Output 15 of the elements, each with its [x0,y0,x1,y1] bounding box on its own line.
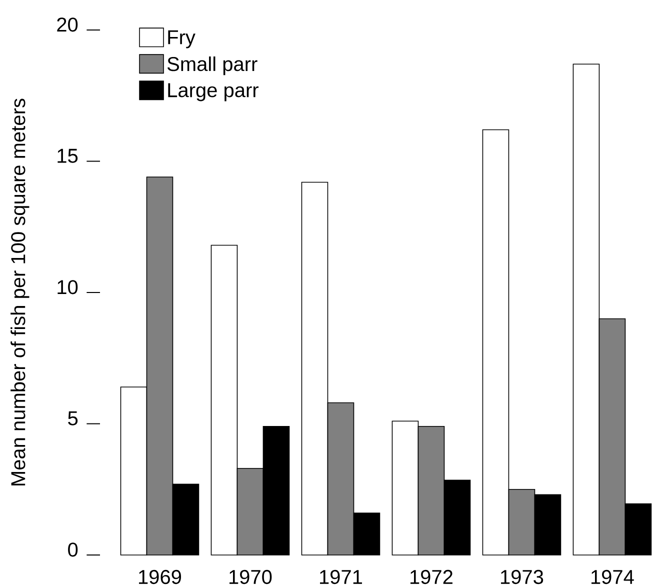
x-tick-label: 1974 [592,570,634,584]
x-tick-label: 1971 [320,570,362,584]
y-tick-label: 15 [58,148,78,163]
legend-label: Small parr [167,56,258,76]
y-tick-label: 20 [57,18,78,32]
x-tick-label: 1969 [139,570,182,584]
y-axis-title: Mean number of fish per 100 square meters [10,98,30,486]
x-tick-label: 1972 [410,570,452,584]
y-tick-label: 5 [68,411,78,426]
y-tick-label: 10 [58,280,78,294]
y-tick-label: 0 [68,542,78,557]
legend-label: Large parr [168,83,258,102]
x-tick-label: 1973 [501,570,544,584]
legend-label: Fry [168,30,196,48]
x-tick-label: 1970 [230,570,272,584]
